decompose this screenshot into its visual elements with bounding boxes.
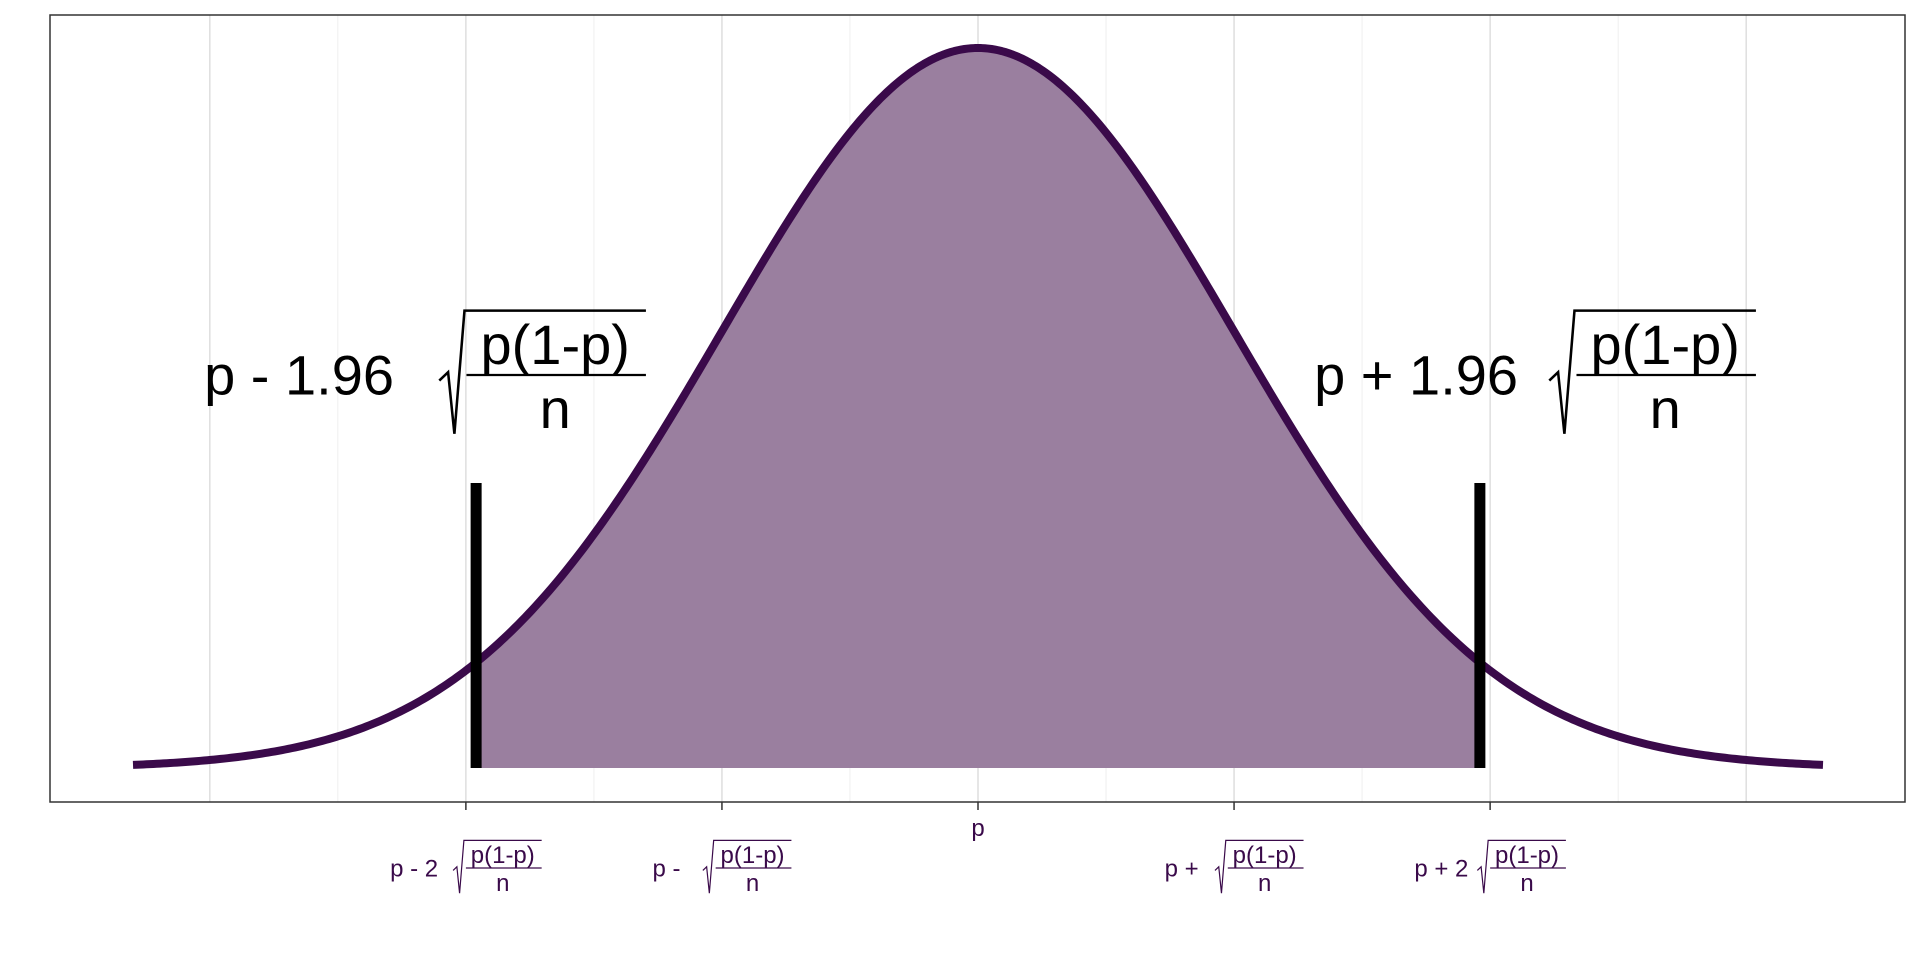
x-tick-label-prefix: p + 2 xyxy=(1414,855,1468,882)
x-tick-label-denominator: n xyxy=(496,870,509,897)
x-tick-label-numerator: p(1-p) xyxy=(1233,842,1297,869)
upper-bound-annotation-denominator: n xyxy=(1650,377,1681,440)
x-tick-label-numerator: p(1-p) xyxy=(1495,842,1559,869)
x-tick-label: p - 2 p(1-p)n xyxy=(390,839,542,897)
x-tick-label-prefix: p + xyxy=(1165,855,1199,882)
shaded-confidence-area xyxy=(476,48,1480,768)
upper-bound-annotation-radical xyxy=(1548,309,1756,434)
x-tick-label-radical xyxy=(452,839,542,894)
x-tick-label: p + 2 p(1-p)n xyxy=(1414,839,1566,897)
x-tick-label-radical xyxy=(1214,839,1304,894)
x-tick-label: p xyxy=(971,815,984,842)
x-tick-label-prefix: p - xyxy=(652,855,680,882)
x-axis-tick-labels: p - 2 p(1-p)np - p(1-p)npp + p(1-p)np + 2… xyxy=(390,815,1566,897)
x-tick-label-radical xyxy=(1476,839,1566,894)
interval-bounds xyxy=(470,483,1486,768)
interval-annotations: p - 1.96 p(1-p)np + 1.96 p(1-p)n xyxy=(204,309,1756,440)
lower-bound-annotation-denominator: n xyxy=(540,377,571,440)
x-tick-label: p - p(1-p)n xyxy=(652,839,792,897)
x-tick-label-denominator: n xyxy=(1258,870,1271,897)
x-tick-label-denominator: n xyxy=(746,870,759,897)
x-tick-label-radical xyxy=(702,839,792,894)
x-tick-label-numerator: p(1-p) xyxy=(721,842,785,869)
upper-bound-annotation: p + 1.96 p(1-p)n xyxy=(1314,309,1756,440)
x-tick-label-denominator: n xyxy=(1520,870,1533,897)
lower-bound-annotation: p - 1.96 p(1-p)n xyxy=(204,309,646,440)
density-curve xyxy=(132,44,1824,769)
x-tick-label: p + p(1-p)n xyxy=(1165,839,1304,897)
lower-bound-annotation-numerator: p(1-p) xyxy=(481,313,630,376)
x-tick-label-prefix: p - 2 xyxy=(390,855,438,882)
upper-bound-annotation-numerator: p(1-p) xyxy=(1591,313,1740,376)
x-tick-label-numerator: p(1-p) xyxy=(471,842,535,869)
upper-bound-annotation-prefix: p + 1.96 xyxy=(1314,344,1518,407)
x-axis-ticks xyxy=(465,802,1491,810)
lower-bound-annotation-radical xyxy=(438,309,646,434)
lower-bound-annotation-prefix: p - 1.96 xyxy=(204,344,394,407)
